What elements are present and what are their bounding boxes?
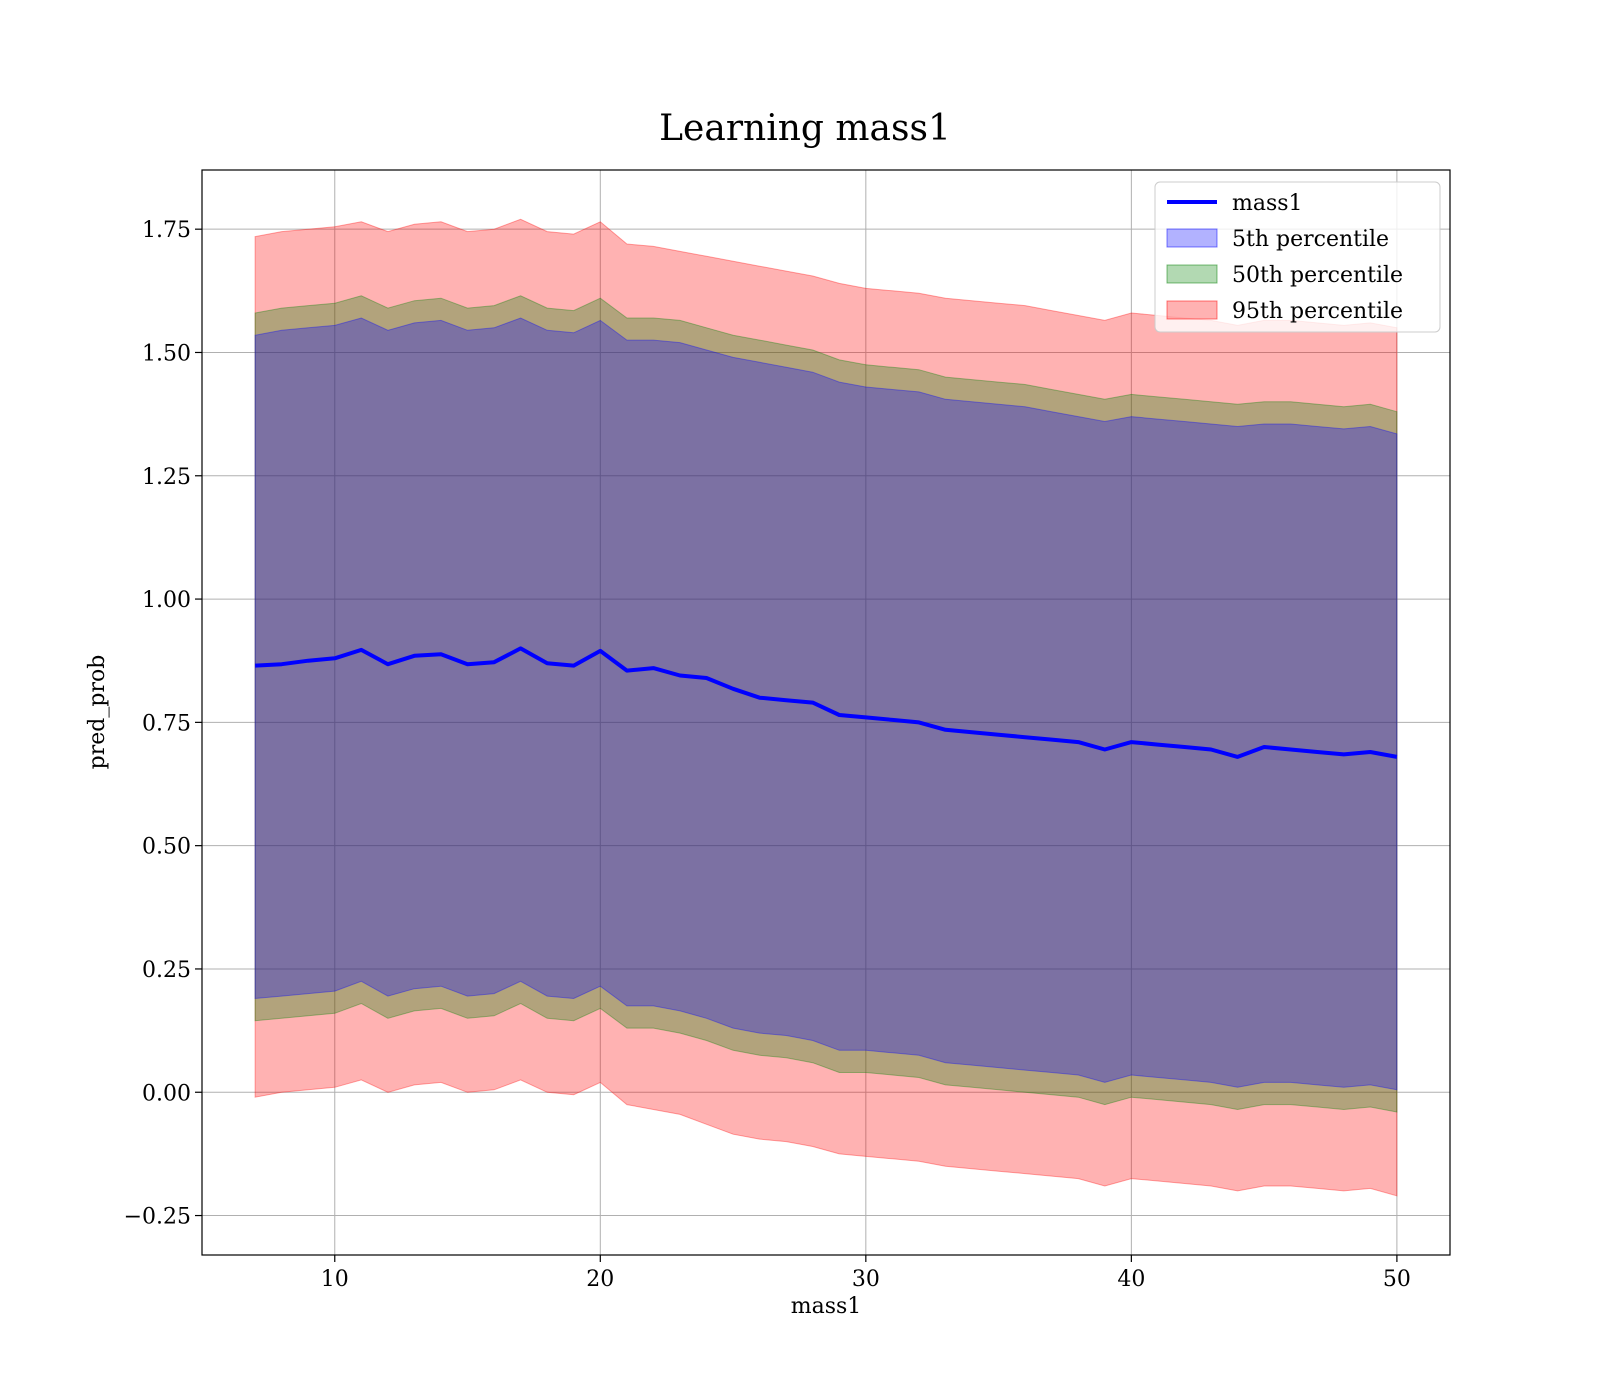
legend-label: 95th percentile	[1232, 299, 1403, 324]
series-lines	[254, 646, 1398, 759]
x-tick-label: 10	[321, 1267, 349, 1292]
y-tick-label: −0.25	[124, 1205, 191, 1230]
y-tick-label: 1.75	[142, 218, 191, 243]
x-tick-label: 20	[586, 1267, 614, 1292]
x-tick-label: 50	[1383, 1267, 1411, 1292]
plot-frame	[201, 169, 1451, 1256]
y-axis-ticks: −0.25 0.00 0.25 0.50 0.75 1.00 1.25 1.50 1.75	[124, 218, 202, 1230]
legend-label: mass1	[1232, 191, 1303, 216]
legend-label: 5th percentile	[1232, 227, 1389, 252]
y-tick-label: 1.25	[142, 465, 191, 490]
y-tick-label: 0.25	[142, 958, 191, 983]
legend-label: 50th percentile	[1232, 263, 1403, 288]
legend: mass1 5th percentile 50th percentile 95th p…	[1154, 181, 1441, 333]
line-mass1	[254, 646, 1398, 759]
x-tick-label: 40	[1117, 1267, 1145, 1292]
legend-swatch	[1166, 228, 1218, 248]
legend-swatch	[1166, 300, 1218, 320]
legend-box	[1154, 181, 1441, 333]
x-tick-label: 30	[852, 1267, 880, 1292]
band-5th-percentile	[254, 317, 1398, 1091]
y-axis-label: pred_prob	[85, 655, 110, 770]
legend-swatch	[1166, 264, 1218, 284]
chart-title: Learning mass1	[659, 108, 951, 149]
x-axis-label: mass1	[791, 1294, 862, 1319]
y-tick-label: 1.00	[142, 588, 191, 613]
y-tick-label: 1.50	[142, 341, 191, 366]
x-axis-ticks: 10 20 30 40 50	[321, 1255, 1411, 1292]
y-tick-label: 0.75	[142, 711, 191, 736]
y-tick-label: 0.50	[142, 835, 191, 860]
percentile-bands	[254, 218, 1398, 1197]
band-50th-percentile	[254, 295, 1398, 1113]
y-tick-label: 0.00	[142, 1081, 191, 1106]
